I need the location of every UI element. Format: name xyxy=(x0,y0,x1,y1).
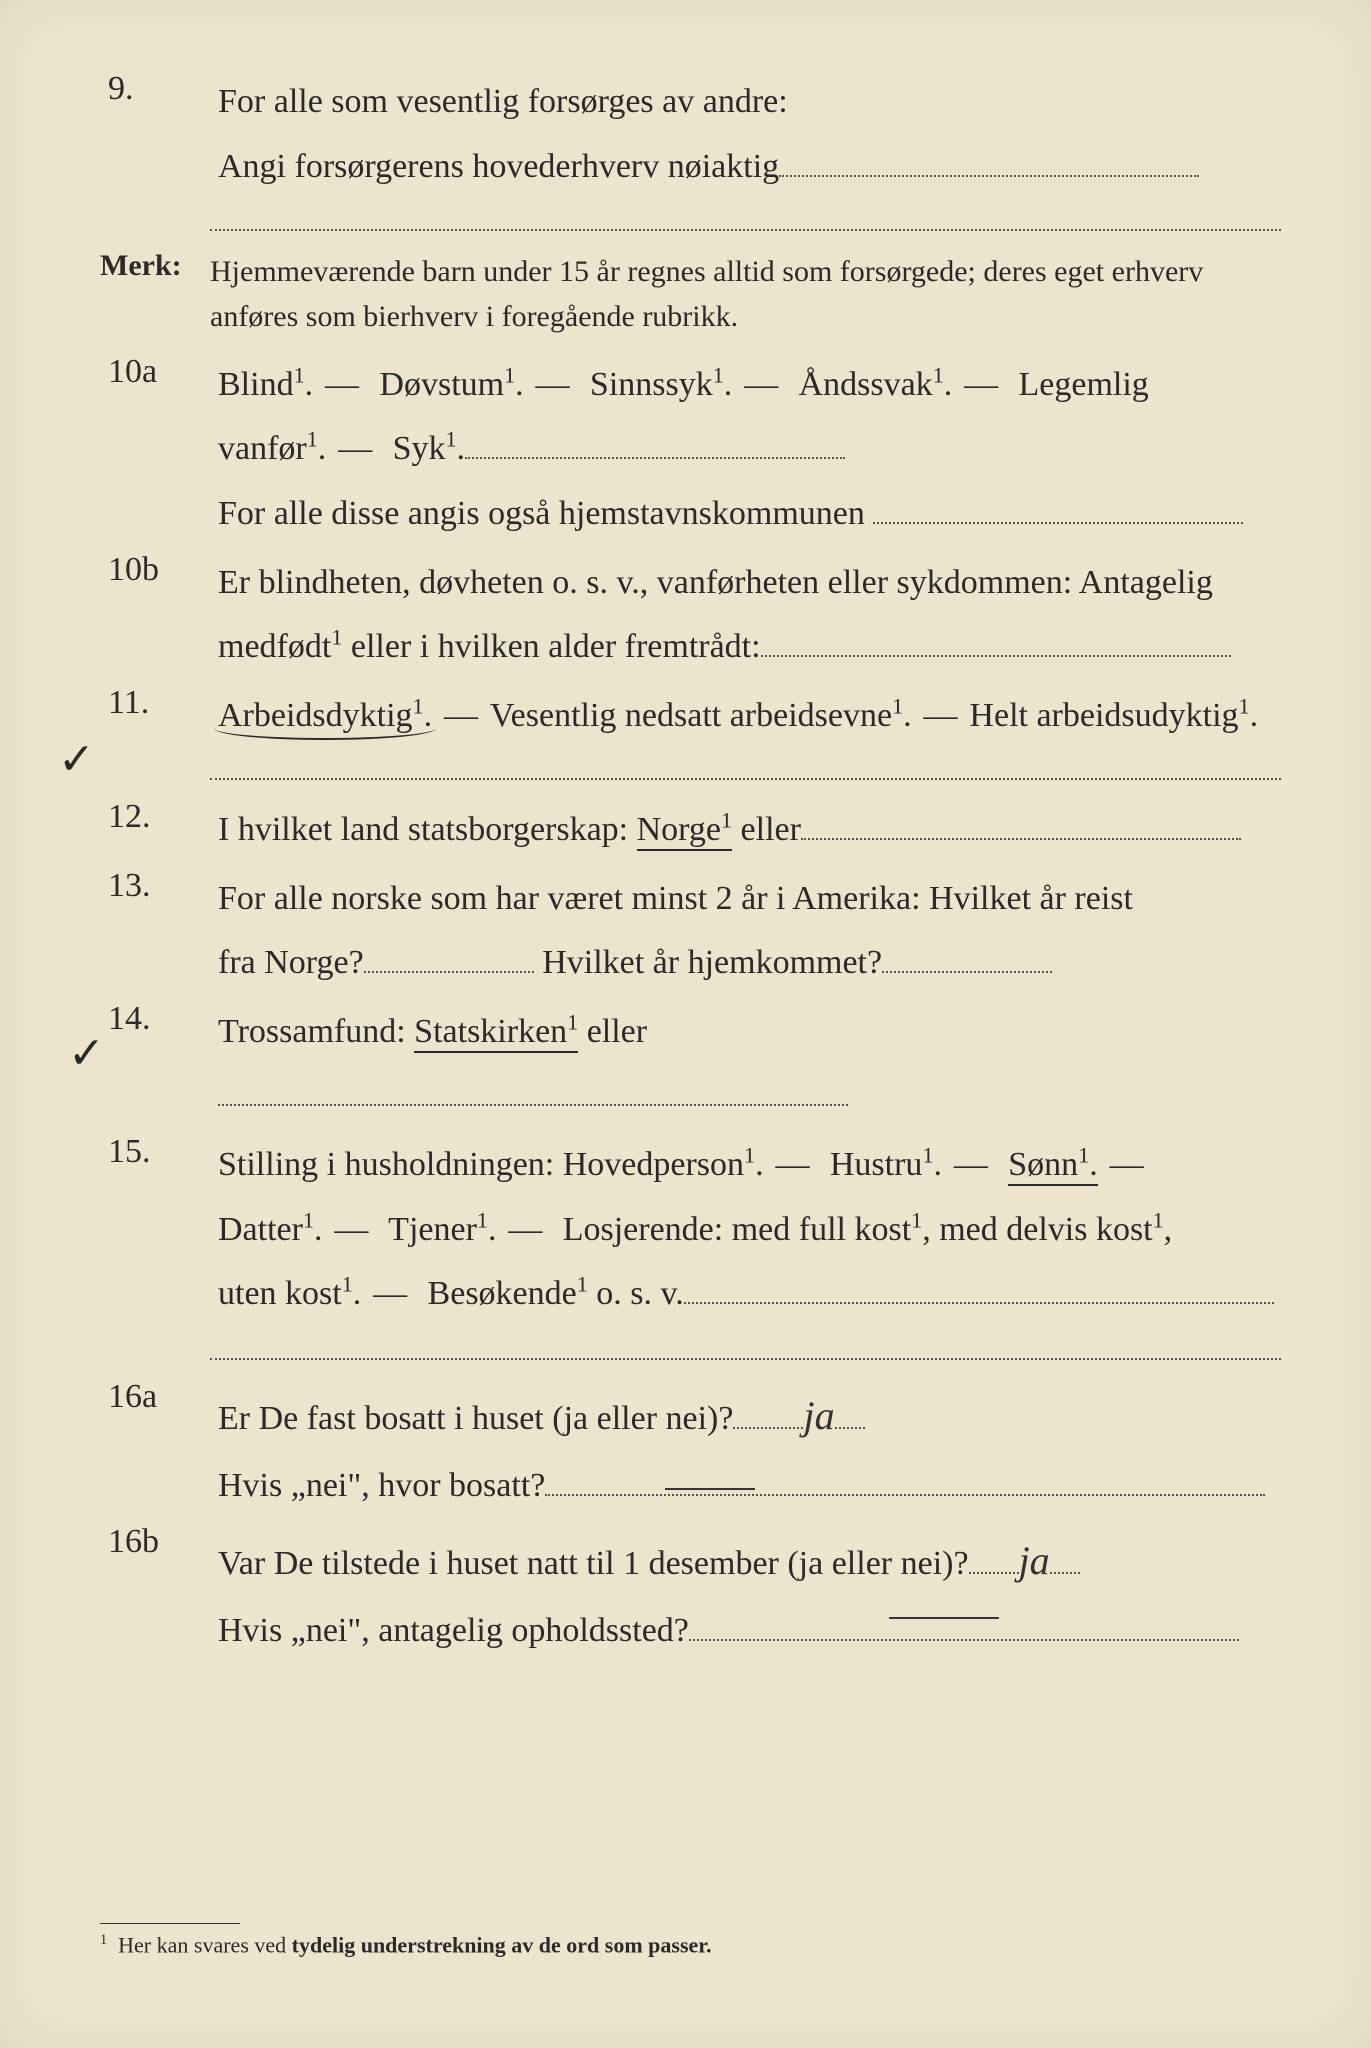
question-12: 12. I hvilket land statsborgerskap: Norg… xyxy=(100,798,1281,863)
q12-text-a: I hvilket land statsborgerskap: xyxy=(218,811,637,848)
q10a-opt-blind: Blind xyxy=(218,366,294,403)
q11-number: 11. xyxy=(100,684,218,722)
q14-number: 14. xyxy=(100,1000,218,1038)
question-10b: 10b Er blindheten, døvheten o. s. v., va… xyxy=(100,551,1281,680)
q11-nedsatt: Vesentlig nedsatt arbeidsevne xyxy=(490,697,892,734)
question-14: 14. Trossamfund: Statskirken1 eller xyxy=(100,1000,1281,1129)
q9-body: For alle som vesentlig forsørges av andr… xyxy=(218,70,1281,199)
q10a-opt-legemlig: Legemlig xyxy=(1019,366,1149,403)
q10a-opt-sinnssyk: Sinnssyk xyxy=(590,366,713,403)
footnote-rule xyxy=(100,1923,240,1924)
question-9: 9. For alle som vesentlig forsørges av a… xyxy=(100,70,1281,199)
q15-datter: Datter xyxy=(218,1211,303,1248)
q15-osv: o. s. v. xyxy=(588,1275,684,1312)
q14-text-a: Trossamfund: xyxy=(218,1013,414,1050)
q15-sonn-selected: Sønn1. xyxy=(1008,1146,1097,1186)
q16a-line2: Hvis „nei", hvor bosatt? xyxy=(218,1467,545,1504)
question-11: 11. Arbeidsdyktig1.—Vesentlig nedsatt ar… xyxy=(100,684,1281,749)
question-10a: 10a Blind1.— Døvstum1.— Sinnssyk1.— Ånds… xyxy=(100,353,1281,547)
q15-body: Stilling i husholdningen: Hovedperson1.—… xyxy=(218,1133,1281,1327)
q13-number: 13. xyxy=(100,867,218,905)
q15-hovedperson: Stilling i husholdningen: Hovedperson xyxy=(218,1146,744,1183)
q10a-opt-andssvak: Åndssvak xyxy=(799,366,933,403)
question-16a: 16a Er De fast bosatt i huset (ja eller … xyxy=(100,1378,1281,1519)
checkmark-q15: ✓ xyxy=(68,1028,105,1079)
q16b-line2: Hvis „nei", antagelig opholdssted? xyxy=(218,1612,689,1649)
question-16b: 16b Var De tilstede i huset natt til 1 d… xyxy=(100,1523,1281,1664)
footnote-text-a: Her kan svares ved xyxy=(118,1933,292,1958)
q14-statskirken-selected: Statskirken1 xyxy=(414,1013,578,1053)
q13-hjemkommet: Hvilket år hjemkommet? xyxy=(534,944,882,981)
q9-number: 9. xyxy=(100,70,218,108)
merk-text: Hjemmeværende barn under 15 år regnes al… xyxy=(210,249,1281,339)
q15-tjener: Tjener xyxy=(388,1211,477,1248)
q12-eller: eller xyxy=(732,811,801,848)
q13-body: For alle norske som har været minst 2 år… xyxy=(218,867,1281,996)
q10b-body: Er blindheten, døvheten o. s. v., vanfør… xyxy=(218,551,1281,680)
q10b-number: 10b xyxy=(100,551,218,589)
q10b-line1: Er blindheten, døvheten o. s. v., vanfør… xyxy=(218,564,1213,601)
q15-delvis: , med delvis kost xyxy=(922,1211,1152,1248)
q16a-body: Er De fast bosatt i huset (ja eller nei)… xyxy=(218,1378,1281,1519)
q10b-line2b: eller i hvilken alder fremtrådt: xyxy=(342,628,760,665)
merk-note: Merk: Hjemmeværende barn under 15 år reg… xyxy=(100,249,1281,339)
q10a-opt-dovstum: Døvstum xyxy=(379,366,504,403)
q13-line1: For alle norske som har været minst 2 år… xyxy=(218,880,1133,917)
q12-norge-selected: Norge1 xyxy=(637,811,732,851)
q16b-line1: Var De tilstede i huset natt til 1 desem… xyxy=(218,1545,969,1582)
question-13: 13. For alle norske som har været minst … xyxy=(100,867,1281,996)
q14-eller: eller xyxy=(578,1013,647,1050)
q16a-line1: Er De fast bosatt i huset (ja eller nei)… xyxy=(218,1400,733,1437)
q16b-answer: ja xyxy=(1019,1538,1050,1583)
q11-arbeidsdyktig-selected: Arbeidsdyktig1. xyxy=(218,697,432,734)
question-15: 15. Stilling i husholdningen: Hovedperso… xyxy=(100,1133,1281,1327)
q15-losjerende-full: Losjerende: med full kost xyxy=(563,1211,911,1248)
checkmark-q12: ✓ xyxy=(58,734,95,785)
q11-body: Arbeidsdyktig1.—Vesentlig nedsatt arbeid… xyxy=(218,684,1281,749)
q9-line2: Angi forsørgerens hovederhverv nøiaktig xyxy=(218,148,779,185)
q16a-answer: ja xyxy=(803,1393,834,1438)
q10a-line3: For alle disse angis også hjemstavnskomm… xyxy=(218,495,865,532)
q15-number: 15. xyxy=(100,1133,218,1171)
q15-blank-line xyxy=(210,1333,1281,1361)
q16b-body: Var De tilstede i huset natt til 1 desem… xyxy=(218,1523,1281,1664)
q14-body: Trossamfund: Statskirken1 eller xyxy=(218,1000,1281,1129)
merk-label: Merk: xyxy=(100,249,210,283)
q11-udyktig: Helt arbeidsudyktig xyxy=(969,697,1238,734)
q10a-body: Blind1.— Døvstum1.— Sinnssyk1.— Åndssvak… xyxy=(218,353,1281,547)
q10a-opt-syk: Syk xyxy=(393,430,446,467)
census-form-page: 9. For alle som vesentlig forsørges av a… xyxy=(0,0,1371,2048)
footnote-num: 1 xyxy=(100,1932,107,1948)
q9-blank-line xyxy=(210,203,1281,231)
q13-fra-norge: fra Norge? xyxy=(218,944,364,981)
q12-body: I hvilket land statsborgerskap: Norge1 e… xyxy=(218,798,1281,863)
q12-number: 12. xyxy=(100,798,218,836)
q10a-number: 10a xyxy=(100,353,218,391)
q9-line1: For alle som vesentlig forsørges av andr… xyxy=(218,83,788,120)
footnote: 1 Her kan svares ved tydelig understrekn… xyxy=(100,1932,1281,1958)
q16a-number: 16a xyxy=(100,1378,218,1416)
q11-blank-line xyxy=(210,752,1281,780)
q15-uten-kost: uten kost xyxy=(218,1275,342,1312)
q10a-opt-vanfor: vanfør xyxy=(218,430,307,467)
q15-hustru: Hustru xyxy=(830,1146,923,1183)
q15-besokende: Besøkende xyxy=(428,1275,577,1312)
footnote-text-b: tydelig understrekning av de ord som pas… xyxy=(292,1933,712,1958)
q10b-medfodt: medfødt xyxy=(218,628,331,665)
q16b-number: 16b xyxy=(100,1523,218,1561)
